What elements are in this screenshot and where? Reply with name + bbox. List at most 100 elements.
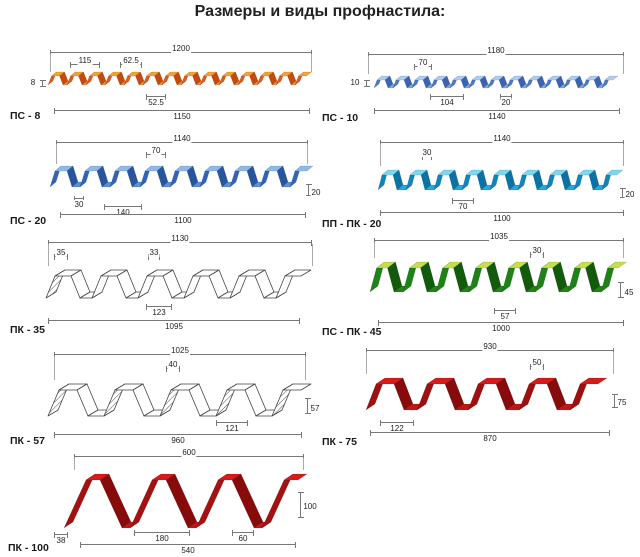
dim-line-height [40, 80, 46, 87]
ext-line [623, 56, 624, 74]
dim-useful-width: 1140 [487, 112, 507, 121]
dim-total-width: 1180 [486, 46, 506, 55]
dim-height: 8 [29, 78, 37, 87]
profile-drawing-ps-8 [47, 71, 312, 86]
dim-useful-width: 1150 [172, 112, 192, 121]
dim-line-height [306, 184, 312, 196]
profile-panel-pp-pk-20: 1140 30 70 20 1100 ПП - ПК - 20 [322, 128, 640, 230]
profile-panel-pk-35: 1130 35 33 123 1095 ПК - 35 [8, 230, 318, 338]
dim-line-height [620, 188, 626, 198]
dim-extra: 70 [417, 58, 429, 67]
dim-line-height [612, 394, 618, 408]
dim-extra: 70 [150, 146, 162, 155]
dim-total-width: 1035 [489, 232, 509, 241]
profile-panel-ps-20: 1140 70 30 140 20 1100 ПС - 20 [8, 128, 322, 228]
ext-line [312, 244, 313, 266]
dim-line-useful [378, 320, 624, 326]
ext-line [307, 144, 308, 164]
ext-line [305, 356, 306, 380]
dim-line-height [618, 282, 624, 298]
dim-total-width: 600 [181, 448, 197, 457]
ext-line [623, 242, 624, 258]
profile-panel-ps-10: 1180 70 10 104 20 1140 ПС - 10 [322, 40, 640, 125]
ext-line [56, 144, 57, 164]
dim-extra: 33 [148, 248, 160, 257]
dim-line-extra [216, 420, 248, 426]
dim-total-width: 1025 [170, 346, 190, 355]
dim-total-width: 1140 [172, 134, 192, 143]
dim-line-extra [232, 530, 254, 536]
dim-extra: 62.5 [122, 56, 140, 65]
dim-extra: 20 [500, 98, 512, 107]
dim-height: 10 [349, 78, 361, 87]
dim-extra: 104 [439, 98, 455, 107]
ext-line [613, 352, 614, 374]
dim-line-extra [104, 204, 142, 210]
dim-height: 57 [309, 404, 321, 413]
profile-label: ПС - 8 [10, 110, 41, 122]
dim-line-extra [494, 308, 516, 314]
ext-line [48, 244, 49, 266]
dim-line-useful [370, 430, 610, 436]
dim-line-useful [374, 108, 620, 114]
dim-line-extra [134, 530, 190, 536]
ext-line [380, 144, 381, 166]
dim-line-extra [146, 304, 172, 310]
profile-drawing-pk-100 [63, 473, 308, 529]
profile-drawing-pk-35 [45, 269, 312, 299]
dim-line-useful [60, 212, 306, 218]
dim-total-width: 1130 [170, 234, 190, 243]
profile-panel-ps-pk-45: 1035 30 57 45 1000 ПС - ПК - 45 [322, 230, 640, 338]
profile-label: ПС - 10 [322, 112, 359, 124]
profile-drawing-pp-pk-20 [377, 169, 624, 191]
dim-extra: 180 [154, 534, 170, 543]
ext-line [366, 352, 367, 374]
profile-label: ПС - 20 [10, 215, 47, 227]
dim-line-useful [54, 432, 302, 438]
dim-line-extra [54, 532, 68, 538]
dim-line-useful [48, 318, 300, 324]
profile-panel-pk-100: 600 38 180 60 100 540 ПК - 100 [8, 448, 330, 557]
profile-panel-ps-8: 1200 115 62.5 8 52.5 1150 ПС - 8 [8, 40, 318, 125]
dim-useful-width: 1000 [491, 324, 511, 333]
profile-label: ПП - ПК - 20 [322, 218, 382, 230]
dim-line-extra [452, 198, 474, 204]
profile-drawing-ps-10 [373, 75, 619, 89]
ext-line [74, 458, 75, 470]
dim-useful-width: 540 [180, 546, 196, 555]
dim-line-extra [430, 94, 464, 100]
dim-extra: 115 [77, 56, 93, 65]
dim-useful-width: 870 [482, 434, 498, 443]
dim-line-extra [146, 94, 166, 100]
dim-useful-width: 1100 [492, 214, 512, 223]
dim-line-extra [500, 94, 512, 100]
profile-drawing-ps-pk-45 [369, 261, 627, 293]
dim-height: 45 [623, 288, 635, 297]
dim-line-height [364, 80, 370, 87]
dim-extra: 30 [531, 246, 543, 255]
profile-panel-pk-57: 1025 40 121 57 960 ПК - 57 [8, 338, 321, 448]
profile-drawing-pk-75 [365, 377, 608, 411]
dim-extra: 123 [151, 308, 167, 317]
dim-line-extra [74, 196, 84, 202]
profile-label: ПК - 100 [8, 542, 49, 554]
dim-line-useful [380, 210, 624, 216]
profile-label: ПК - 35 [10, 324, 45, 336]
profile-label: ПК - 57 [10, 435, 45, 447]
dim-extra: 30 [421, 148, 433, 157]
dim-useful-width: 1095 [164, 322, 184, 331]
dim-extra: 50 [531, 358, 543, 367]
dim-total-width: 930 [482, 342, 498, 351]
profile-drawing-ps-20 [49, 165, 314, 188]
dim-line-useful [80, 542, 296, 548]
dim-height: 75 [616, 398, 628, 407]
dim-extra: 121 [224, 424, 240, 433]
dim-line-height [305, 398, 311, 414]
dim-extra: 140 [115, 208, 131, 217]
dim-height: 20 [624, 190, 636, 199]
dim-extra: 40 [167, 360, 179, 369]
profile-panel-pk-75: 930 50 122 75 870 ПК - 75 [322, 338, 640, 448]
profile-drawing-pk-57 [47, 383, 312, 417]
dim-extra: 35 [55, 248, 67, 257]
